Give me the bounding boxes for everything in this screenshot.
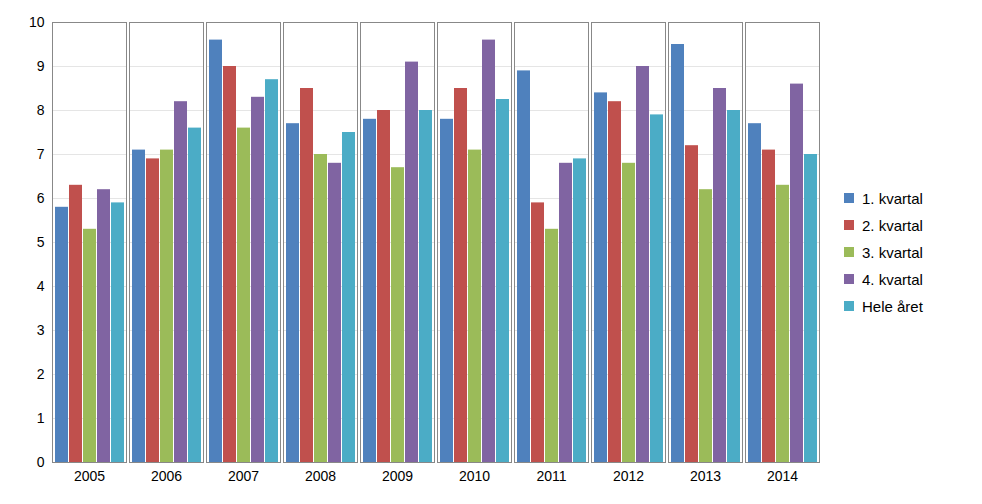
svg-text:0: 0 (37, 454, 45, 470)
svg-text:7: 7 (37, 146, 45, 162)
svg-text:5: 5 (37, 234, 45, 250)
svg-text:3: 3 (37, 322, 45, 338)
svg-text:2005: 2005 (74, 468, 105, 484)
svg-text:2: 2 (37, 366, 45, 382)
html-text:3. kvartal: 3. kvartal (862, 243, 923, 261)
svg-text:9: 9 (37, 58, 45, 74)
svg-text:2009: 2009 (382, 468, 413, 484)
svg-text:4: 4 (37, 278, 45, 294)
svg-text:2013: 2013 (690, 468, 721, 484)
svg-text:8: 8 (37, 102, 45, 118)
svg-text:2014: 2014 (767, 468, 798, 484)
svg-text:2007: 2007 (228, 468, 259, 484)
svg-text:1: 1 (37, 410, 45, 426)
svg-text:2008: 2008 (305, 468, 336, 484)
svg-text:2011: 2011 (536, 468, 566, 484)
svg-text:2012: 2012 (613, 468, 644, 484)
svg-text:10: 10 (29, 14, 45, 30)
svg-text:6: 6 (37, 190, 45, 206)
html-text:Hele året: Hele året (862, 297, 923, 315)
html-text:4. kvartal: 4. kvartal (862, 270, 923, 288)
svg-text:2010: 2010 (459, 468, 490, 484)
svg-text:2006: 2006 (151, 468, 182, 484)
html-text:2. kvartal: 2. kvartal (862, 216, 923, 234)
html-text:1. kvartal: 1. kvartal (862, 189, 923, 207)
